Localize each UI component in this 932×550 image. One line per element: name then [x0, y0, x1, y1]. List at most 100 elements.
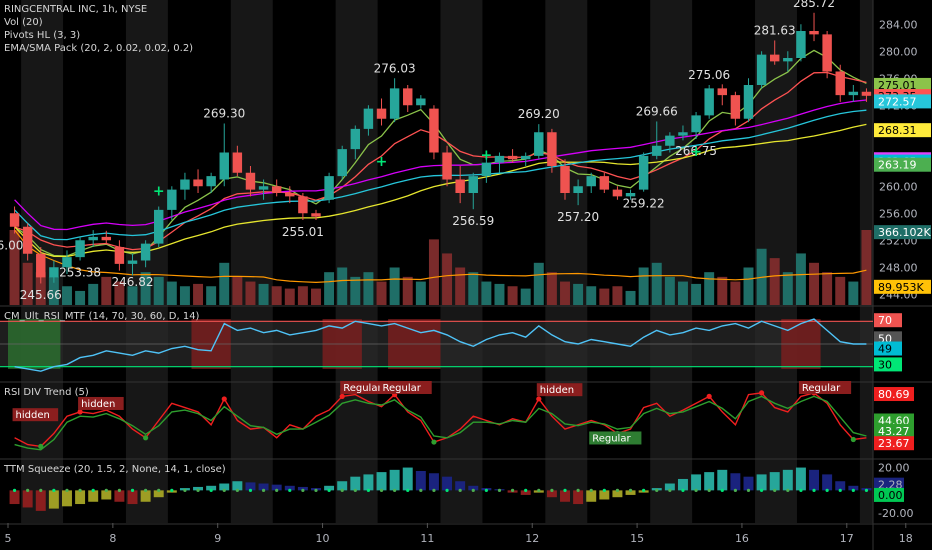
pivot-high-label: 275.06: [688, 68, 730, 82]
candle-body: [389, 88, 400, 119]
volume-bar: [127, 286, 138, 305]
volume-bar: [664, 276, 675, 305]
squeeze-histogram-bar: [468, 485, 479, 491]
candle-body: [311, 213, 321, 217]
squeeze-histogram-bar: [140, 490, 151, 502]
candle-body: [743, 85, 754, 119]
squeeze-dot: [104, 488, 108, 492]
sma-slow-line: [14, 123, 867, 258]
rsi-axis-badge: [874, 357, 902, 372]
divergence-annotation-box: [12, 408, 59, 422]
divergence-annotation-box: [340, 381, 393, 394]
divergence-annotation-box: [379, 381, 432, 394]
candle-body: [298, 196, 308, 214]
squeeze-histogram-bar: [730, 473, 741, 491]
squeeze-dot: [720, 488, 724, 492]
squeeze-dot: [550, 488, 554, 492]
squeeze-histogram-bar: [586, 490, 597, 502]
candle-body: [324, 176, 334, 200]
volume-bar: [442, 253, 453, 305]
volume-bar: [206, 286, 217, 305]
squeeze-dot: [825, 488, 829, 492]
volume-bar: [455, 267, 466, 305]
candle-body: [36, 253, 46, 278]
rsi-div-pane-title[interactable]: RSI DIV Trend (5): [4, 387, 89, 398]
squeeze-histogram-bar: [88, 490, 99, 502]
pivots-indicator-label[interactable]: Pivots HL (3, 3): [4, 30, 81, 41]
candle-body: [691, 115, 701, 133]
squeeze-dot: [537, 488, 541, 492]
axis-value-badge: [874, 123, 931, 138]
squeeze-dot: [497, 488, 502, 492]
candle-body: [206, 176, 216, 187]
candle-body: [494, 155, 505, 163]
rsi-div-axis-badge: [874, 436, 914, 451]
candle-body: [258, 186, 269, 190]
volume-bar: [691, 283, 702, 305]
volume-bar: [22, 262, 33, 305]
rsi-div-pivot-dot: [38, 443, 44, 449]
price-axis-tick: 260.00: [879, 180, 918, 193]
volume-indicator-label[interactable]: Vol (20): [4, 17, 43, 28]
candle-body: [481, 162, 492, 177]
candle-body: [717, 88, 727, 96]
squeeze-dot: [812, 488, 816, 492]
axis-value-badge: [874, 77, 931, 92]
volume-bar: [88, 283, 99, 305]
candle-body: [9, 213, 20, 227]
squeeze-dot: [39, 488, 43, 492]
rsi-mtf-pane-title[interactable]: CM_Ult_RSI_MTF (14, 70, 30, 60, D, 14): [4, 311, 200, 322]
candle-body: [809, 31, 819, 35]
divergence-annotation-box: [589, 431, 642, 445]
crossover-marker: +: [690, 144, 702, 160]
volume-bar: [822, 272, 833, 305]
rsi-div-axis-badge-text: 23.67: [878, 437, 910, 450]
crossover-marker: +: [153, 184, 165, 200]
session-shade: [545, 0, 588, 523]
squeeze-histogram-bar: [625, 490, 636, 495]
candle-body: [193, 179, 203, 187]
time-axis-tick-label: 16: [735, 532, 749, 545]
candle-body: [599, 176, 610, 190]
squeeze-dot: [851, 488, 855, 492]
squeeze-dot: [484, 488, 488, 492]
volume-bar: [848, 281, 859, 305]
ema-indicator-label[interactable]: EMA/SMA Pack (20, 2, 0.02, 0.02, 0.2): [4, 43, 194, 54]
divergence-annotation-label: hidden: [16, 410, 50, 421]
squeeze-histogram-bar: [35, 490, 46, 511]
pivot-high-label: 276.03: [374, 61, 416, 75]
squeeze-dot: [275, 488, 279, 492]
squeeze-dot: [589, 488, 593, 492]
axis-value-badge-text: 268.31: [878, 124, 917, 137]
squeeze-histogram-bar: [415, 470, 426, 491]
rsi-mtf-line: [14, 318, 867, 372]
squeeze-dot: [746, 488, 751, 492]
volume-bar: [324, 272, 335, 305]
squeeze-dot: [366, 488, 371, 492]
candle-body: [547, 132, 557, 166]
pivot-low-label: 266.75: [675, 144, 717, 158]
volume-bar: [743, 267, 754, 305]
squeeze-histogram-bar: [520, 490, 531, 495]
volume-bar: [389, 267, 400, 305]
volume-bar: [258, 283, 269, 305]
squeeze-dot: [576, 488, 580, 492]
squeeze-dot: [144, 488, 148, 492]
volume-bar: [153, 276, 164, 305]
volume-bar: [717, 276, 728, 305]
squeeze-histogram-bar: [795, 467, 806, 491]
volume-bar: [730, 281, 741, 305]
squeeze-dot: [117, 488, 122, 492]
squeeze-histogram-bar: [848, 485, 859, 491]
volume-bar: [48, 276, 59, 305]
divergence-annotation-box: [536, 383, 583, 397]
session-shade: [230, 0, 273, 523]
squeeze-histogram-bar: [22, 490, 33, 508]
rsi-div-pivot-dot: [339, 393, 345, 399]
volume-bar: [507, 286, 518, 305]
squeeze-histogram-bar: [546, 490, 557, 498]
volume-bar: [704, 272, 715, 305]
ttm-pane-title[interactable]: TTM Squeeze (20, 1.5, 2, None, 14, 1, cl…: [4, 464, 226, 475]
ttm-axis-badge: [874, 487, 904, 502]
